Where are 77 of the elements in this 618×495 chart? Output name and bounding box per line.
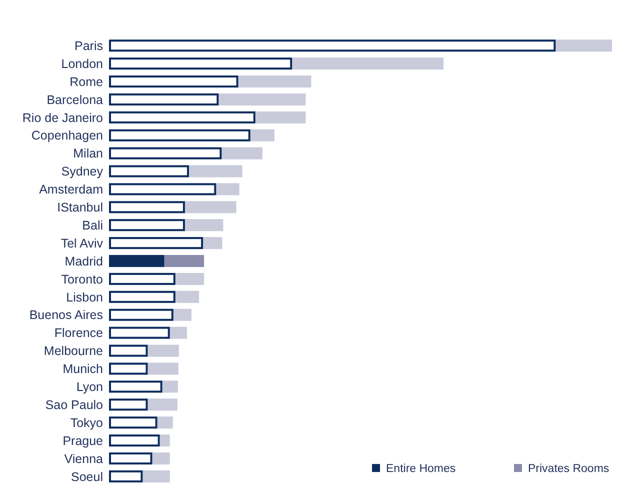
y-tick-label: Melbourne: [44, 344, 104, 358]
legend-label: Entire Homes: [386, 463, 456, 476]
bar: [238, 75, 312, 88]
bar: [175, 290, 200, 303]
bar: [184, 219, 224, 232]
y-tick-label: Lisbon: [66, 290, 104, 304]
y-tick-label: Barcelona: [46, 92, 104, 107]
bar: [222, 147, 262, 160]
bar: [173, 308, 192, 321]
bar: [292, 58, 444, 70]
bar: [216, 183, 240, 196]
bar: [152, 452, 170, 464]
bar: [109, 308, 174, 321]
bar: [109, 93, 219, 106]
bar: [109, 147, 222, 160]
bar: [175, 272, 204, 285]
bar: [148, 362, 178, 375]
y-tick-label: Lyon: [76, 380, 104, 394]
y-tick-label: Sydney: [61, 164, 104, 179]
y-tick-label: Amsterdam: [39, 182, 103, 197]
y-tick-label: Florence: [54, 326, 104, 340]
y-tick-label: IStanbul: [57, 200, 103, 215]
y-tick-label: Madrid: [64, 254, 104, 268]
bar: [109, 183, 216, 196]
bar: [109, 58, 292, 70]
bar: [109, 434, 160, 447]
bar: [109, 111, 256, 124]
y-tick-label: Rio de Janeiro: [22, 110, 104, 125]
bar: [250, 129, 274, 142]
bar: [109, 326, 170, 339]
bar: [109, 272, 176, 285]
bar: [109, 165, 189, 178]
legend-label: Privates Rooms: [528, 463, 610, 476]
y-tick-label: London: [61, 56, 104, 71]
bar: [188, 165, 242, 178]
bar: [109, 40, 556, 52]
bar: [109, 344, 148, 357]
bar: [109, 237, 204, 250]
bar: [109, 362, 148, 375]
y-tick-label: Copenhagen: [31, 128, 104, 143]
y-tick-label: Milan: [73, 146, 104, 161]
bar: [184, 201, 236, 214]
bar: [142, 470, 170, 482]
bar: [109, 290, 176, 303]
bar: [162, 380, 178, 393]
y-tick-label: Tel Aviv: [60, 236, 104, 250]
y-tick-label: Tokyo: [70, 416, 104, 430]
bar: [109, 380, 162, 393]
y-tick-label: Prague: [62, 434, 104, 448]
y-tick-label: Sao Paulo: [45, 398, 104, 412]
y-tick-label: Bali: [82, 218, 103, 232]
bar: [109, 75, 238, 88]
bar: [218, 93, 306, 106]
bar: [109, 470, 143, 482]
bar: [157, 416, 173, 429]
bar: [164, 254, 204, 268]
bar: [109, 129, 250, 142]
bar: [170, 326, 187, 339]
bar: [556, 40, 612, 52]
bar: [148, 398, 178, 411]
y-tick-label: Toronto: [61, 272, 104, 286]
bar: [160, 434, 170, 447]
y-tick-label: Vienna: [64, 452, 104, 466]
bar: [203, 237, 222, 250]
bar: [109, 398, 148, 411]
bar: [109, 201, 185, 214]
bar: [109, 416, 158, 429]
y-tick-label: Paris: [74, 38, 103, 53]
bar: [148, 344, 179, 357]
bar: [255, 111, 306, 124]
y-tick-label: Rome: [70, 74, 104, 89]
bar: [109, 254, 164, 268]
y-tick-label: Munich: [62, 362, 104, 376]
y-tick-label: Soeul: [71, 470, 103, 484]
bar: [109, 452, 152, 464]
y-tick-label: Buenos Aires: [29, 308, 103, 322]
bar: [109, 219, 185, 232]
